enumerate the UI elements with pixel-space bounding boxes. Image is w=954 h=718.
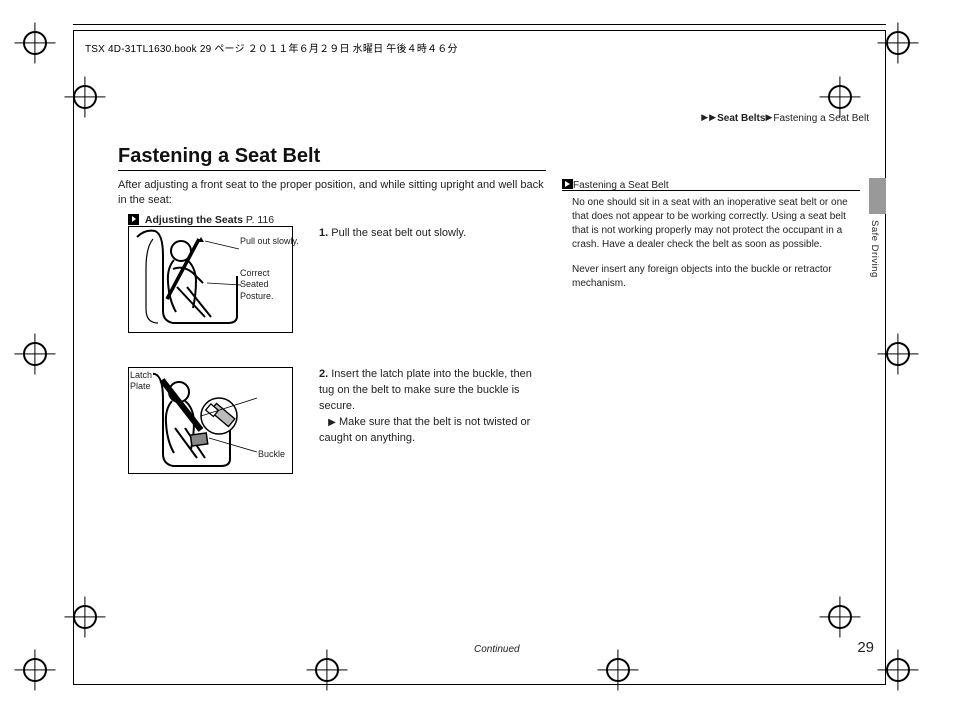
- chevron-right-icon: ▶: [765, 112, 772, 123]
- page-frame: [73, 30, 886, 685]
- chevron-right-icon: ▶: [701, 112, 708, 123]
- registration-mark-icon: [881, 653, 915, 687]
- registration-mark-icon: [601, 653, 635, 687]
- registration-mark-icon: [881, 26, 915, 60]
- fig1-label-2: Correct Seated Posture.: [240, 268, 274, 302]
- page-title: Fastening a Seat Belt: [118, 145, 320, 168]
- registration-mark-icon: [18, 337, 52, 371]
- crossref-page: P. 116: [246, 214, 274, 226]
- registration-mark-icon: [18, 653, 52, 687]
- link-icon: [128, 214, 139, 225]
- registration-mark-icon: [68, 80, 102, 114]
- registration-mark-icon: [823, 80, 857, 114]
- cross-reference: Adjusting the Seats P. 116: [128, 212, 274, 226]
- registration-mark-icon: [68, 600, 102, 634]
- registration-mark-icon: [18, 26, 52, 60]
- continued-label: Continued: [474, 644, 520, 655]
- triangle-bullet-icon: ▶: [328, 417, 336, 428]
- registration-mark-icon: [310, 653, 344, 687]
- fig2-label-2: Buckle: [258, 449, 285, 460]
- note-rule: [562, 190, 860, 191]
- page-number: 29: [857, 639, 874, 656]
- doc-stamp: TSX 4D-31TL1630.book 29 ページ ２０１１年６月２９日 水…: [85, 40, 458, 55]
- page-top-rule: [73, 24, 886, 25]
- step-subtext: Make sure that the belt is not twisted o…: [319, 416, 530, 444]
- section-tab: [869, 178, 886, 214]
- breadcrumb-part: Fastening a Seat Belt: [773, 113, 869, 124]
- fig1-label-1: Pull out slowly.: [240, 236, 299, 247]
- breadcrumb: ▶▶Seat Belts▶Fastening a Seat Belt: [701, 113, 869, 124]
- step-number: 2.: [319, 368, 328, 380]
- step-text: Insert the latch plate into the buckle, …: [319, 368, 532, 412]
- intro-text: After adjusting a front seat to the prop…: [118, 178, 548, 209]
- step-2: 2. Insert the latch plate into the buckl…: [319, 367, 534, 447]
- breadcrumb-part: Seat Belts: [717, 113, 765, 124]
- registration-mark-icon: [823, 600, 857, 634]
- note-p2: Never insert any foreign objects into th…: [572, 263, 850, 291]
- chevron-right-icon: ▶: [709, 112, 716, 123]
- note-icon: [562, 179, 573, 189]
- step-number: 1.: [319, 227, 328, 239]
- step-1: 1. Pull the seat belt out slowly.: [319, 226, 534, 242]
- crossref-label: Adjusting the Seats: [145, 214, 243, 226]
- fig2-label-1: Latch Plate: [129, 370, 153, 393]
- note-p1: No one should sit in a seat with an inop…: [572, 196, 850, 252]
- section-tab-label: Safe Driving: [869, 220, 880, 278]
- registration-mark-icon: [881, 337, 915, 371]
- step-text: Pull the seat belt out slowly.: [331, 227, 466, 239]
- note-body: No one should sit in a seat with an inop…: [572, 196, 850, 302]
- title-rule: [118, 170, 546, 171]
